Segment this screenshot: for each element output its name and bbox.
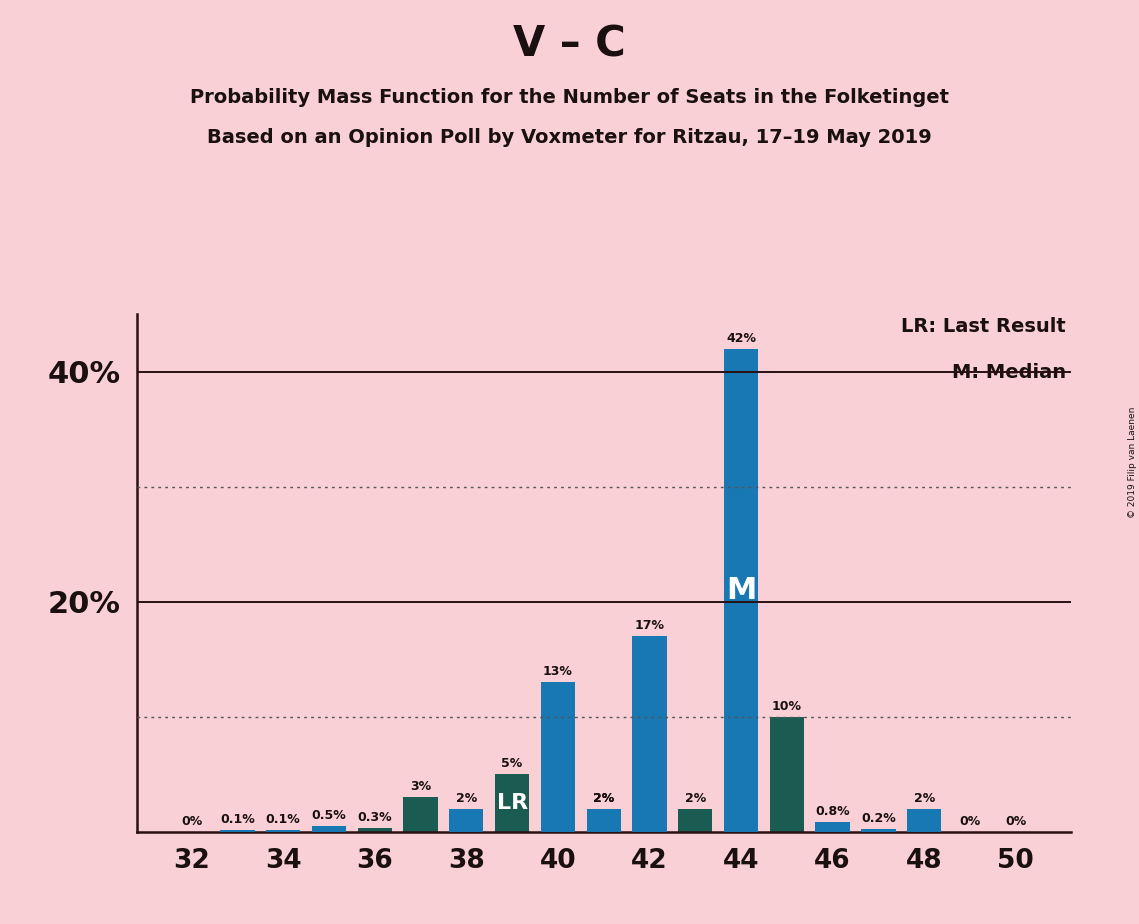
Text: 0%: 0% [959, 815, 981, 828]
Bar [632, 636, 666, 832]
Bar [267, 831, 301, 832]
Bar [861, 830, 895, 832]
Bar [724, 348, 759, 832]
Text: 2%: 2% [685, 792, 706, 805]
Text: 2%: 2% [456, 792, 477, 805]
Text: 13%: 13% [543, 665, 573, 678]
Text: 10%: 10% [772, 699, 802, 712]
Text: 0.5%: 0.5% [312, 808, 346, 821]
Bar [587, 808, 621, 832]
Text: 42%: 42% [726, 332, 756, 345]
Bar [907, 808, 941, 832]
Bar [587, 808, 621, 832]
Text: 0.2%: 0.2% [861, 812, 895, 825]
Text: 0.1%: 0.1% [265, 813, 301, 826]
Bar [403, 797, 437, 832]
Text: 0.3%: 0.3% [358, 811, 392, 824]
Bar [312, 826, 346, 832]
Text: V – C: V – C [514, 23, 625, 65]
Text: © 2019 Filip van Laenen: © 2019 Filip van Laenen [1128, 407, 1137, 517]
Text: 0%: 0% [1005, 815, 1026, 828]
Text: 2%: 2% [913, 792, 935, 805]
Text: 2%: 2% [593, 792, 614, 805]
Text: 17%: 17% [634, 619, 664, 632]
Text: 0.1%: 0.1% [220, 813, 255, 826]
Text: LR: LR [497, 793, 527, 813]
Text: M: Median: M: Median [952, 363, 1066, 383]
Text: 0.8%: 0.8% [816, 806, 850, 819]
Text: LR: Last Result: LR: Last Result [901, 317, 1066, 335]
Text: 5%: 5% [501, 757, 523, 770]
Text: 3%: 3% [410, 780, 431, 793]
Text: 0%: 0% [181, 815, 203, 828]
Bar [220, 831, 255, 832]
Bar [541, 682, 575, 832]
Text: 2%: 2% [593, 792, 614, 805]
Bar [358, 828, 392, 832]
Bar [816, 822, 850, 832]
Bar [770, 717, 804, 832]
Text: M: M [726, 576, 756, 604]
Text: Based on an Opinion Poll by Voxmeter for Ritzau, 17–19 May 2019: Based on an Opinion Poll by Voxmeter for… [207, 128, 932, 147]
Bar [495, 774, 530, 832]
Bar [678, 808, 712, 832]
Text: Probability Mass Function for the Number of Seats in the Folketinget: Probability Mass Function for the Number… [190, 88, 949, 107]
Bar [449, 808, 483, 832]
